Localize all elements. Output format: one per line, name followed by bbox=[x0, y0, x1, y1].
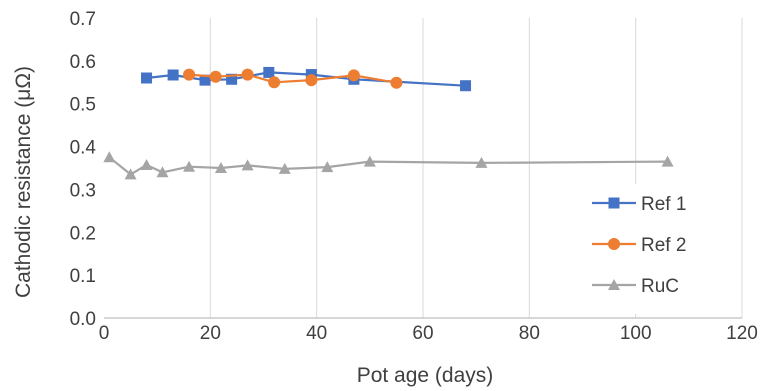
data-point-ruc bbox=[156, 166, 169, 178]
legend-label: RuC bbox=[641, 276, 679, 297]
data-point-ruc bbox=[214, 162, 227, 173]
legend-marker-ref-1 bbox=[608, 197, 620, 209]
y-tick-label: 0.1 bbox=[70, 266, 96, 287]
y-tick-label: 0.2 bbox=[70, 223, 96, 244]
data-point-ref-1 bbox=[226, 73, 238, 85]
x-tick-label: 80 bbox=[519, 323, 540, 344]
legend-marker-ref-2 bbox=[608, 238, 620, 250]
data-point-ref-2 bbox=[241, 68, 254, 81]
series-line-ruc bbox=[108, 156, 668, 176]
data-point-ruc bbox=[278, 162, 291, 174]
data-point-ruc bbox=[103, 151, 116, 163]
x-tick-label: 0 bbox=[99, 323, 110, 344]
x-tick-label: 60 bbox=[412, 323, 433, 344]
grid-lines bbox=[209, 18, 743, 318]
x-tick-label: 100 bbox=[620, 323, 652, 344]
data-point-ref-1 bbox=[263, 66, 275, 78]
x-tick-label: 40 bbox=[306, 323, 327, 344]
x-tick-label: 120 bbox=[726, 323, 758, 344]
series-ref-2 bbox=[183, 68, 403, 89]
data-point-ref-2 bbox=[183, 68, 196, 81]
data-point-ruc bbox=[140, 159, 153, 170]
data-point-ref-1 bbox=[167, 69, 179, 81]
y-tick-label: 0.5 bbox=[70, 95, 96, 116]
data-point-ruc bbox=[124, 168, 137, 180]
x-tick-label: 20 bbox=[200, 323, 221, 344]
data-point-ref-2 bbox=[268, 76, 281, 89]
data-point-ref-1 bbox=[199, 74, 211, 86]
y-tick-label: 0.0 bbox=[70, 309, 96, 330]
legend-marker-ruc bbox=[608, 279, 620, 290]
legend-background bbox=[586, 184, 704, 314]
legend-item-ruc: RuC bbox=[592, 276, 679, 297]
y-tick-label: 0.6 bbox=[70, 52, 96, 73]
data-point-ref-1 bbox=[460, 80, 472, 92]
legend: Ref 1 Ref 2 RuC bbox=[586, 184, 704, 314]
legend-label: Ref 1 bbox=[641, 194, 686, 215]
y-tick-label: 0.4 bbox=[70, 138, 97, 159]
data-point-ruc bbox=[183, 160, 196, 172]
legend-item-ref-1: Ref 1 bbox=[592, 194, 686, 215]
data-point-ruc bbox=[363, 155, 376, 167]
x-tick-labels: 0 20 40 60 80 100 120 bbox=[99, 323, 758, 344]
legend-item-ref-2: Ref 2 bbox=[592, 235, 686, 256]
series-ruc bbox=[103, 151, 674, 180]
y-tick-label: 0.7 bbox=[70, 9, 96, 30]
series bbox=[103, 66, 674, 180]
y-tick-labels: 0.0 0.1 0.2 0.3 0.4 0.5 0.6 0.7 bbox=[70, 9, 97, 330]
y-axis-title: Cathodic resistance (μΩ) bbox=[12, 66, 35, 298]
legend-label: Ref 2 bbox=[641, 235, 686, 256]
data-point-ref-1 bbox=[141, 72, 153, 84]
y-tick-label: 0.3 bbox=[70, 180, 96, 201]
x-axis-title: Pot age (days) bbox=[357, 364, 494, 387]
data-point-ref-2 bbox=[305, 74, 318, 87]
data-point-ref-2 bbox=[390, 76, 403, 89]
data-point-ruc bbox=[475, 156, 488, 168]
data-point-ruc bbox=[241, 159, 254, 171]
data-point-ruc bbox=[661, 155, 674, 167]
data-point-ref-2 bbox=[347, 69, 360, 82]
data-point-ruc bbox=[321, 161, 334, 173]
data-point-ref-2 bbox=[209, 70, 222, 83]
